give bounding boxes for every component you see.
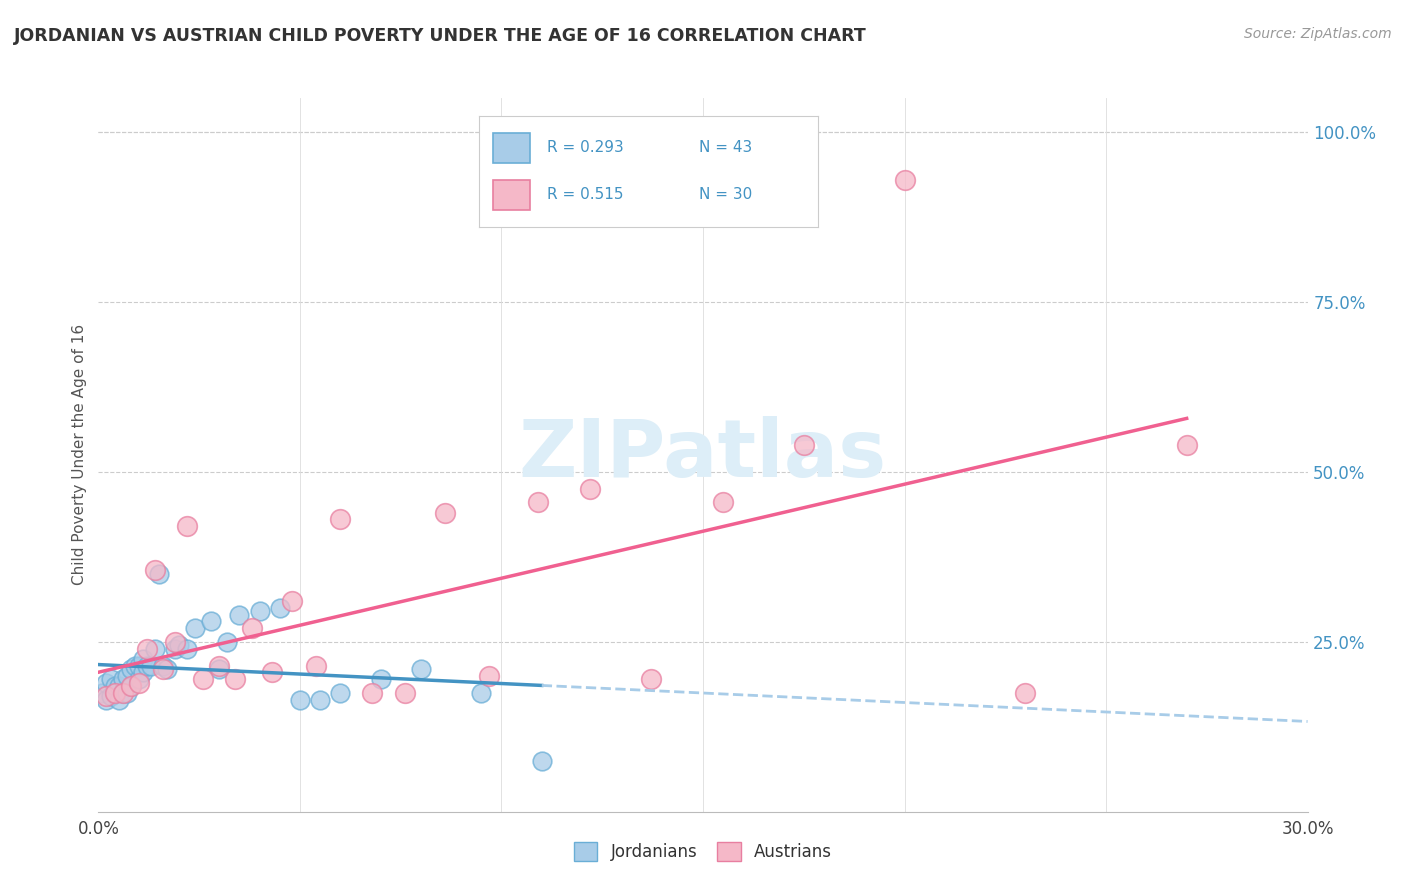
Y-axis label: Child Poverty Under the Age of 16: Child Poverty Under the Age of 16: [72, 325, 87, 585]
Text: Source: ZipAtlas.com: Source: ZipAtlas.com: [1244, 27, 1392, 41]
Point: [309, 692, 332, 706]
Point: [103, 679, 125, 693]
Point: [115, 686, 138, 700]
Point: [394, 686, 416, 700]
Point: [120, 679, 142, 693]
Point: [329, 686, 352, 700]
Point: [208, 658, 231, 673]
Point: [100, 689, 122, 703]
Point: [200, 615, 222, 629]
Point: [208, 662, 231, 676]
Point: [128, 675, 150, 690]
Point: [305, 658, 328, 673]
Point: [260, 665, 283, 680]
Point: [152, 662, 174, 676]
Point: [91, 686, 114, 700]
Point: [478, 669, 501, 683]
Point: [640, 672, 662, 686]
Point: [111, 686, 134, 700]
Point: [143, 564, 166, 578]
Point: [176, 519, 198, 533]
Point: [135, 658, 157, 673]
Point: [893, 172, 915, 186]
Point: [228, 607, 250, 622]
Point: [115, 669, 138, 683]
Point: [269, 600, 291, 615]
Point: [176, 641, 198, 656]
Legend: Jordanians, Austrians: Jordanians, Austrians: [567, 835, 839, 868]
Point: [120, 679, 142, 693]
Point: [156, 662, 179, 676]
Point: [530, 754, 553, 768]
Point: [152, 658, 174, 673]
Point: [163, 635, 186, 649]
Point: [1014, 686, 1036, 700]
Point: [132, 665, 155, 680]
Point: [434, 506, 457, 520]
Point: [96, 689, 118, 703]
Point: [132, 652, 155, 666]
Point: [1175, 438, 1198, 452]
Point: [370, 672, 392, 686]
Point: [107, 679, 129, 693]
Point: [281, 594, 304, 608]
Point: [711, 495, 734, 509]
Point: [124, 658, 146, 673]
Point: [100, 672, 122, 686]
Point: [224, 672, 246, 686]
Point: [217, 635, 239, 649]
Point: [329, 512, 352, 526]
Point: [135, 641, 157, 656]
Point: [128, 672, 150, 686]
Point: [193, 672, 215, 686]
Point: [111, 686, 134, 700]
Point: [128, 658, 150, 673]
Point: [361, 686, 384, 700]
Point: [139, 658, 162, 673]
Point: [163, 641, 186, 656]
Point: [288, 692, 311, 706]
Point: [103, 686, 125, 700]
Point: [184, 621, 207, 635]
Point: [470, 686, 492, 700]
Point: [148, 566, 170, 581]
Point: [579, 482, 602, 496]
Text: JORDANIAN VS AUSTRIAN CHILD POVERTY UNDER THE AGE OF 16 CORRELATION CHART: JORDANIAN VS AUSTRIAN CHILD POVERTY UNDE…: [14, 27, 868, 45]
Point: [120, 662, 142, 676]
Point: [249, 604, 271, 618]
Point: [96, 675, 118, 690]
Point: [107, 692, 129, 706]
Point: [526, 495, 548, 509]
Point: [409, 662, 432, 676]
Point: [103, 686, 125, 700]
Text: ZIPatlas: ZIPatlas: [519, 416, 887, 494]
Point: [143, 641, 166, 656]
Point: [111, 672, 134, 686]
Point: [793, 438, 815, 452]
Point: [240, 621, 263, 635]
Point: [96, 692, 118, 706]
Point: [167, 638, 190, 652]
